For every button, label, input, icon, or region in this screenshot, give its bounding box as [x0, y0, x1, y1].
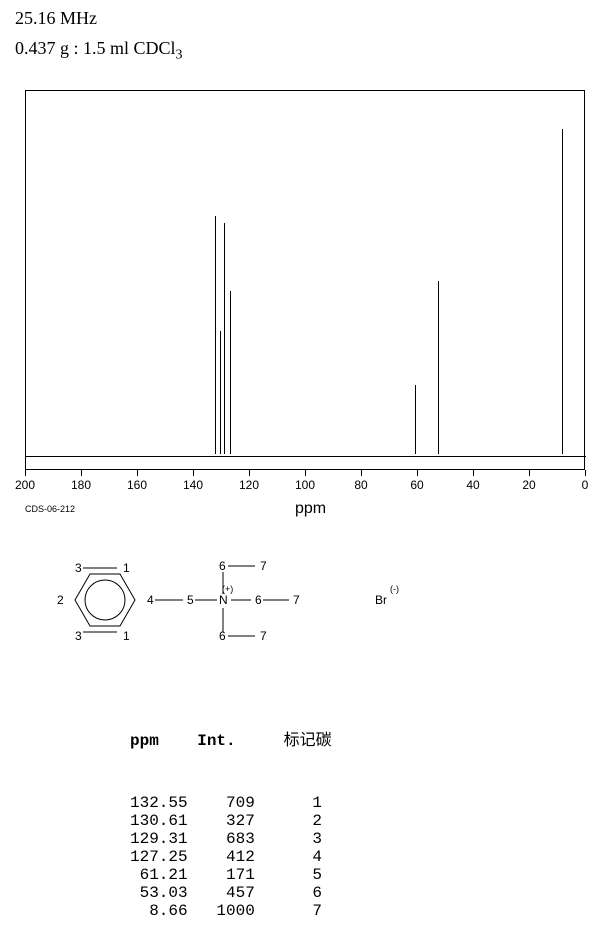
col-ppm: ppm [130, 732, 159, 750]
nmr-chart: ppm CDS-06-212 2001801601401201008060402… [15, 90, 595, 520]
tick [81, 470, 82, 476]
sample-label: 0.437 g : 1.5 ml CDCl3 [15, 38, 183, 64]
baseline [26, 456, 586, 457]
tick-label: 20 [522, 478, 535, 492]
tick-label: 60 [410, 478, 423, 492]
svg-text:Br: Br [375, 593, 387, 607]
chart-plot-area [25, 90, 585, 470]
tick [193, 470, 194, 476]
peak [230, 291, 231, 453]
freq-label: 25.16 MHz [15, 8, 97, 29]
peak [224, 223, 225, 454]
svg-text:6: 6 [255, 593, 262, 607]
svg-text:(-): (-) [390, 584, 399, 594]
table-row: 61.21 171 5 [130, 866, 332, 884]
svg-text:6: 6 [219, 560, 226, 573]
tick-label: 200 [15, 478, 35, 492]
tick [361, 470, 362, 476]
table-row: 132.55 709 1 [130, 794, 332, 812]
tick-label: 40 [466, 478, 479, 492]
tick [305, 470, 306, 476]
col-carbon: 标记碳 [284, 732, 332, 749]
cds-label: CDS-06-212 [25, 504, 75, 514]
table-row: 8.66 1000 7 [130, 902, 332, 920]
tick-label: 120 [239, 478, 259, 492]
svg-text:3: 3 [75, 561, 82, 575]
peak [562, 129, 563, 454]
tick-label: 140 [183, 478, 203, 492]
peak [220, 331, 221, 454]
table-row: 53.03 457 6 [130, 884, 332, 902]
molecular-structure: 2331145(+)N666777(-)Br [45, 560, 445, 655]
svg-text:7: 7 [293, 593, 300, 607]
tick-label: 0 [582, 478, 589, 492]
tick [473, 470, 474, 476]
sample-label-sub: 3 [176, 48, 183, 63]
svg-text:1: 1 [123, 629, 130, 643]
tick [25, 470, 26, 476]
tick-label: 160 [127, 478, 147, 492]
svg-text:4: 4 [147, 593, 154, 607]
sample-label-text: 0.437 g : 1.5 ml CDCl [15, 38, 176, 58]
svg-text:2: 2 [57, 593, 64, 607]
svg-text:1: 1 [123, 561, 130, 575]
tick-label: 100 [295, 478, 315, 492]
svg-text:7: 7 [260, 560, 267, 573]
tick [529, 470, 530, 476]
peak [415, 385, 416, 454]
svg-text:5: 5 [187, 593, 194, 607]
peak [215, 216, 216, 454]
svg-text:7: 7 [260, 629, 267, 643]
svg-text:N: N [219, 593, 228, 607]
tick-label: 80 [354, 478, 367, 492]
table-row: 127.25 412 4 [130, 848, 332, 866]
svg-text:6: 6 [219, 629, 226, 643]
tick [585, 470, 586, 476]
tick [417, 470, 418, 476]
table-row: 129.31 683 3 [130, 830, 332, 848]
x-axis-label: ppm [295, 500, 326, 518]
tick [137, 470, 138, 476]
table-row: 130.61 327 2 [130, 812, 332, 830]
svg-text:3: 3 [75, 629, 82, 643]
peak-table: ppm Int. 标记碳 132.55 709 1130.61 327 2129… [130, 690, 332, 938]
table-header-row: ppm Int. 标记碳 [130, 726, 332, 750]
tick [249, 470, 250, 476]
tick-label: 180 [71, 478, 91, 492]
peak [438, 281, 439, 454]
col-int: Int. [197, 732, 235, 750]
